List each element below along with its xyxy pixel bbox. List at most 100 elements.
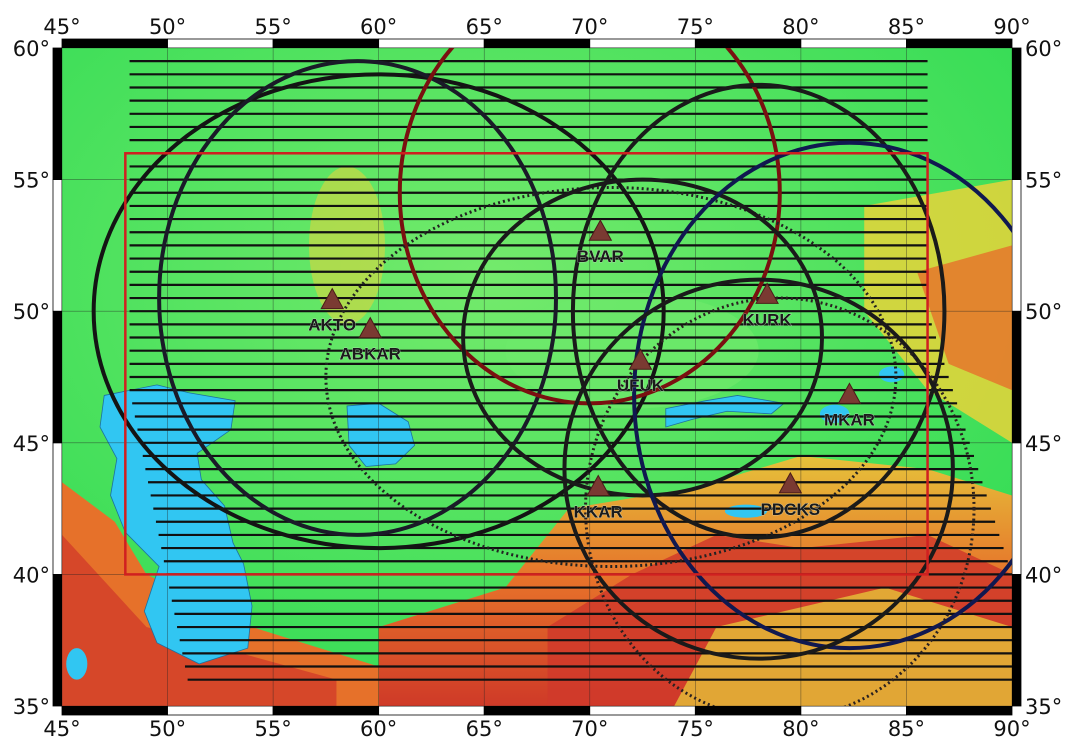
hatch-lines [129,60,1012,681]
frame-bar-bottom [800,705,907,716]
coverage-circle [461,177,824,498]
lake-urmia [66,648,88,680]
coverage-circle [91,72,666,551]
station-triangle-icon [778,471,803,494]
lon-tick-label-bottom: 45° [43,717,80,741]
lat-tick-label-right: 50° [1025,300,1062,324]
lon-tick-label-bottom: 60° [360,717,397,741]
station-triangle-icon [755,282,779,304]
station-triangle-icon [586,474,611,497]
station-label: BVAR [577,247,624,266]
station-triangle-icon [320,287,345,310]
frame-bar-left [52,47,63,181]
frame-bar-bottom [378,705,485,716]
lon-tick-label-top: 45° [43,15,80,39]
station-marker: AKTO [308,287,356,335]
lat-tick-label-left: 60° [13,37,50,61]
frame-bar-left [52,574,63,707]
station-label: MKAR [824,410,875,429]
study-region [124,152,929,576]
frame-bar-top [61,38,168,49]
frame-bar-right [1011,442,1022,575]
station-marker: UFUK [617,348,665,396]
lake-alakol [819,404,850,424]
frame-bar-right [1011,179,1022,312]
lon-tick-label-top: 65° [466,15,503,39]
study-region-box [124,152,929,576]
coverage-circle [584,296,976,706]
station-label: ABKAR [340,345,401,364]
station-label: PDCKS [761,500,821,519]
tick-labels: 45° 45° 50° 50° 55° 55° 60° 60° 65° 65° 70° 70° 75° 7… [13,15,1062,741]
frame-bar-bottom [483,705,591,716]
frame-bar-bottom [272,705,380,716]
frame-bar-bottom [589,705,696,716]
lon-tick-label-top: 50° [149,15,186,39]
station-marker: MKAR [824,382,875,430]
frame-bar-top [906,38,1013,49]
lat-tick-label-right: 35° [1025,695,1062,719]
lon-tick-label-top: 90° [993,15,1030,39]
coverage-circle [570,82,947,540]
aral-sea [346,402,416,467]
lon-tick-label-top: 55° [254,15,291,39]
lat-tick-label-left: 55° [13,169,50,193]
station-triangle-icon [358,316,383,339]
caspian-sea [99,384,253,665]
lat-tick-label-left: 40° [13,563,50,587]
frame-bar-right [1011,310,1022,444]
lon-tick-label-bottom: 70° [571,717,608,741]
coverage-circle [632,140,1012,651]
lon-tick-label-bottom: 80° [782,717,819,741]
station-marker: PDCKS [760,471,821,519]
stations-layer: AKTO ABKAR BVAR KURK UFUK MKAR PDCKS KKAR [308,219,875,522]
lon-tick-label-bottom: 75° [677,717,714,741]
station-label: AKTO [308,316,356,335]
frame-bar-left [52,310,63,444]
frame-bars [52,38,1022,716]
lat-tick-label-left: 35° [13,695,50,719]
frame-bar-top [589,38,696,49]
frame-bar-right [1011,47,1022,181]
coverage-circles [91,48,1012,706]
lat-tick-label-right: 40° [1025,563,1062,587]
lon-tick-label-bottom: 55° [254,717,291,741]
lon-tick-label-bottom: 85° [888,717,925,741]
frame-bar-top [272,38,380,49]
lat-tick-label-left: 50° [13,300,50,324]
lat-tick-label-left: 45° [13,432,50,456]
lon-tick-label-top: 75° [677,15,714,39]
station-triangle-icon [837,382,862,404]
station-marker: ABKAR [339,316,401,364]
frame-bar-left [52,442,63,575]
station-triangle-icon [588,219,613,241]
lat-tick-label-right: 60° [1025,37,1062,61]
frame-bar-bottom [906,705,1013,716]
frame-bar-right [1011,574,1022,707]
lon-tick-label-bottom: 65° [466,717,503,741]
lon-tick-label-bottom: 90° [993,717,1030,741]
frame-bar-top [800,38,907,49]
coverage-circle [157,59,558,537]
frame-bar-top [694,38,802,49]
frame-bar-top [483,38,591,49]
coverage-circle [324,185,898,569]
frame-bar-top [167,38,274,49]
lat-tick-label-right: 45° [1025,432,1062,456]
lon-tick-label-bottom: 50° [149,717,186,741]
lon-tick-label-top: 85° [888,15,925,39]
lat-tick-label-right: 55° [1025,169,1062,193]
lake-zaysan [879,366,905,383]
frame-bar-top [378,38,485,49]
coverage-circle [562,277,955,661]
station-marker: BVAR [577,219,624,267]
frame-bar-bottom [694,705,802,716]
frame-bar-left [52,179,63,312]
lon-tick-label-top: 80° [782,15,819,39]
station-marker: KKAR [573,474,623,522]
frame-bar-bottom [167,705,274,716]
altai-mountain [917,245,1012,391]
station-triangle-icon [628,348,653,370]
frame-bar-bottom [61,705,168,716]
